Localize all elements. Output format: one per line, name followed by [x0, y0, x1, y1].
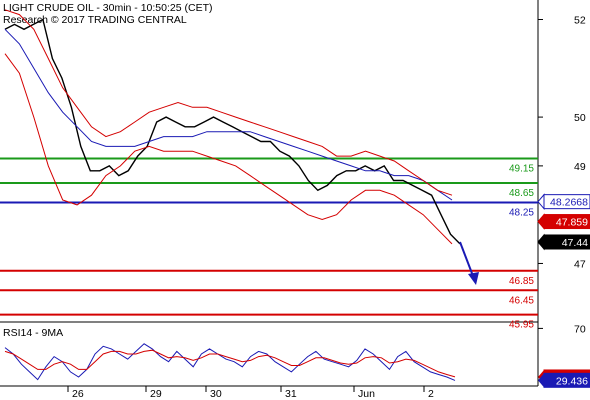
- level-label-0: 49.15: [509, 164, 534, 175]
- level-label-2: 48.25: [509, 207, 534, 218]
- level-label-4: 46.45: [509, 295, 534, 306]
- x-tick-label-5: 2: [428, 388, 434, 400]
- rsi-tick-label-0: 70: [574, 323, 586, 335]
- price-ticks: 52 50 49 47: [538, 15, 586, 270]
- x-ticks: 26 29 30 31 Jun 2: [67, 386, 434, 400]
- price-tick-label-3: 47: [574, 258, 586, 270]
- rsi-series-line-0: [4, 343, 456, 381]
- rsi-markers: 32.058929.436: [538, 369, 590, 388]
- x-tick-label-2: 30: [210, 388, 222, 400]
- price-marker-label-1: 47.859: [556, 217, 588, 229]
- price-marker-pointer-2: [537, 233, 545, 251]
- price-marker-label-0: 48.2668: [550, 197, 588, 209]
- price-series: [4, 9, 461, 245]
- x-tick-label-3: 31: [285, 388, 297, 400]
- x-tick-label-4: Jun: [358, 388, 375, 400]
- price-tick-label-2: 49: [574, 161, 586, 173]
- rsi-marker-pointer-1: [538, 373, 544, 388]
- price-tick-label-0: 52: [574, 15, 586, 27]
- rsi-series: [4, 343, 456, 381]
- price-tick-label-1: 50: [574, 112, 586, 124]
- x-tick-label-0: 26: [72, 388, 84, 400]
- price-markers: 48.2668 47.859 47.44: [537, 193, 590, 251]
- price-marker-label-2: 47.44: [562, 237, 588, 249]
- rsi-title: RSI14 - 9MA: [3, 327, 63, 339]
- price-series-line-3: [4, 53, 453, 245]
- chart-source: Research © 2017 TRADING CENTRAL: [3, 14, 187, 26]
- price-series-line-1: [4, 28, 453, 201]
- price-marker-pointer-0: [537, 193, 545, 211]
- price-series-line-2: [4, 9, 453, 196]
- price-levels: 49.15 48.65 48.25 46.85 46.45 45.95: [0, 157, 538, 331]
- x-tick-label-1: 29: [150, 388, 162, 400]
- rsi-series-line-1: [4, 349, 456, 378]
- price-marker-pointer-1: [537, 213, 545, 230]
- price-series-line-0: [4, 18, 461, 245]
- chart-title: LIGHT CRUDE OIL - 30min - 10:50:25 (CET): [3, 2, 212, 14]
- rsi-marker-label-1: 29.436: [556, 375, 588, 387]
- level-label-1: 48.65: [509, 188, 534, 199]
- level-label-3: 46.85: [509, 276, 534, 287]
- rsi-ticks: 70: [538, 323, 586, 335]
- level-label-5: 45.95: [509, 320, 534, 331]
- forecast-arrow: [459, 241, 479, 285]
